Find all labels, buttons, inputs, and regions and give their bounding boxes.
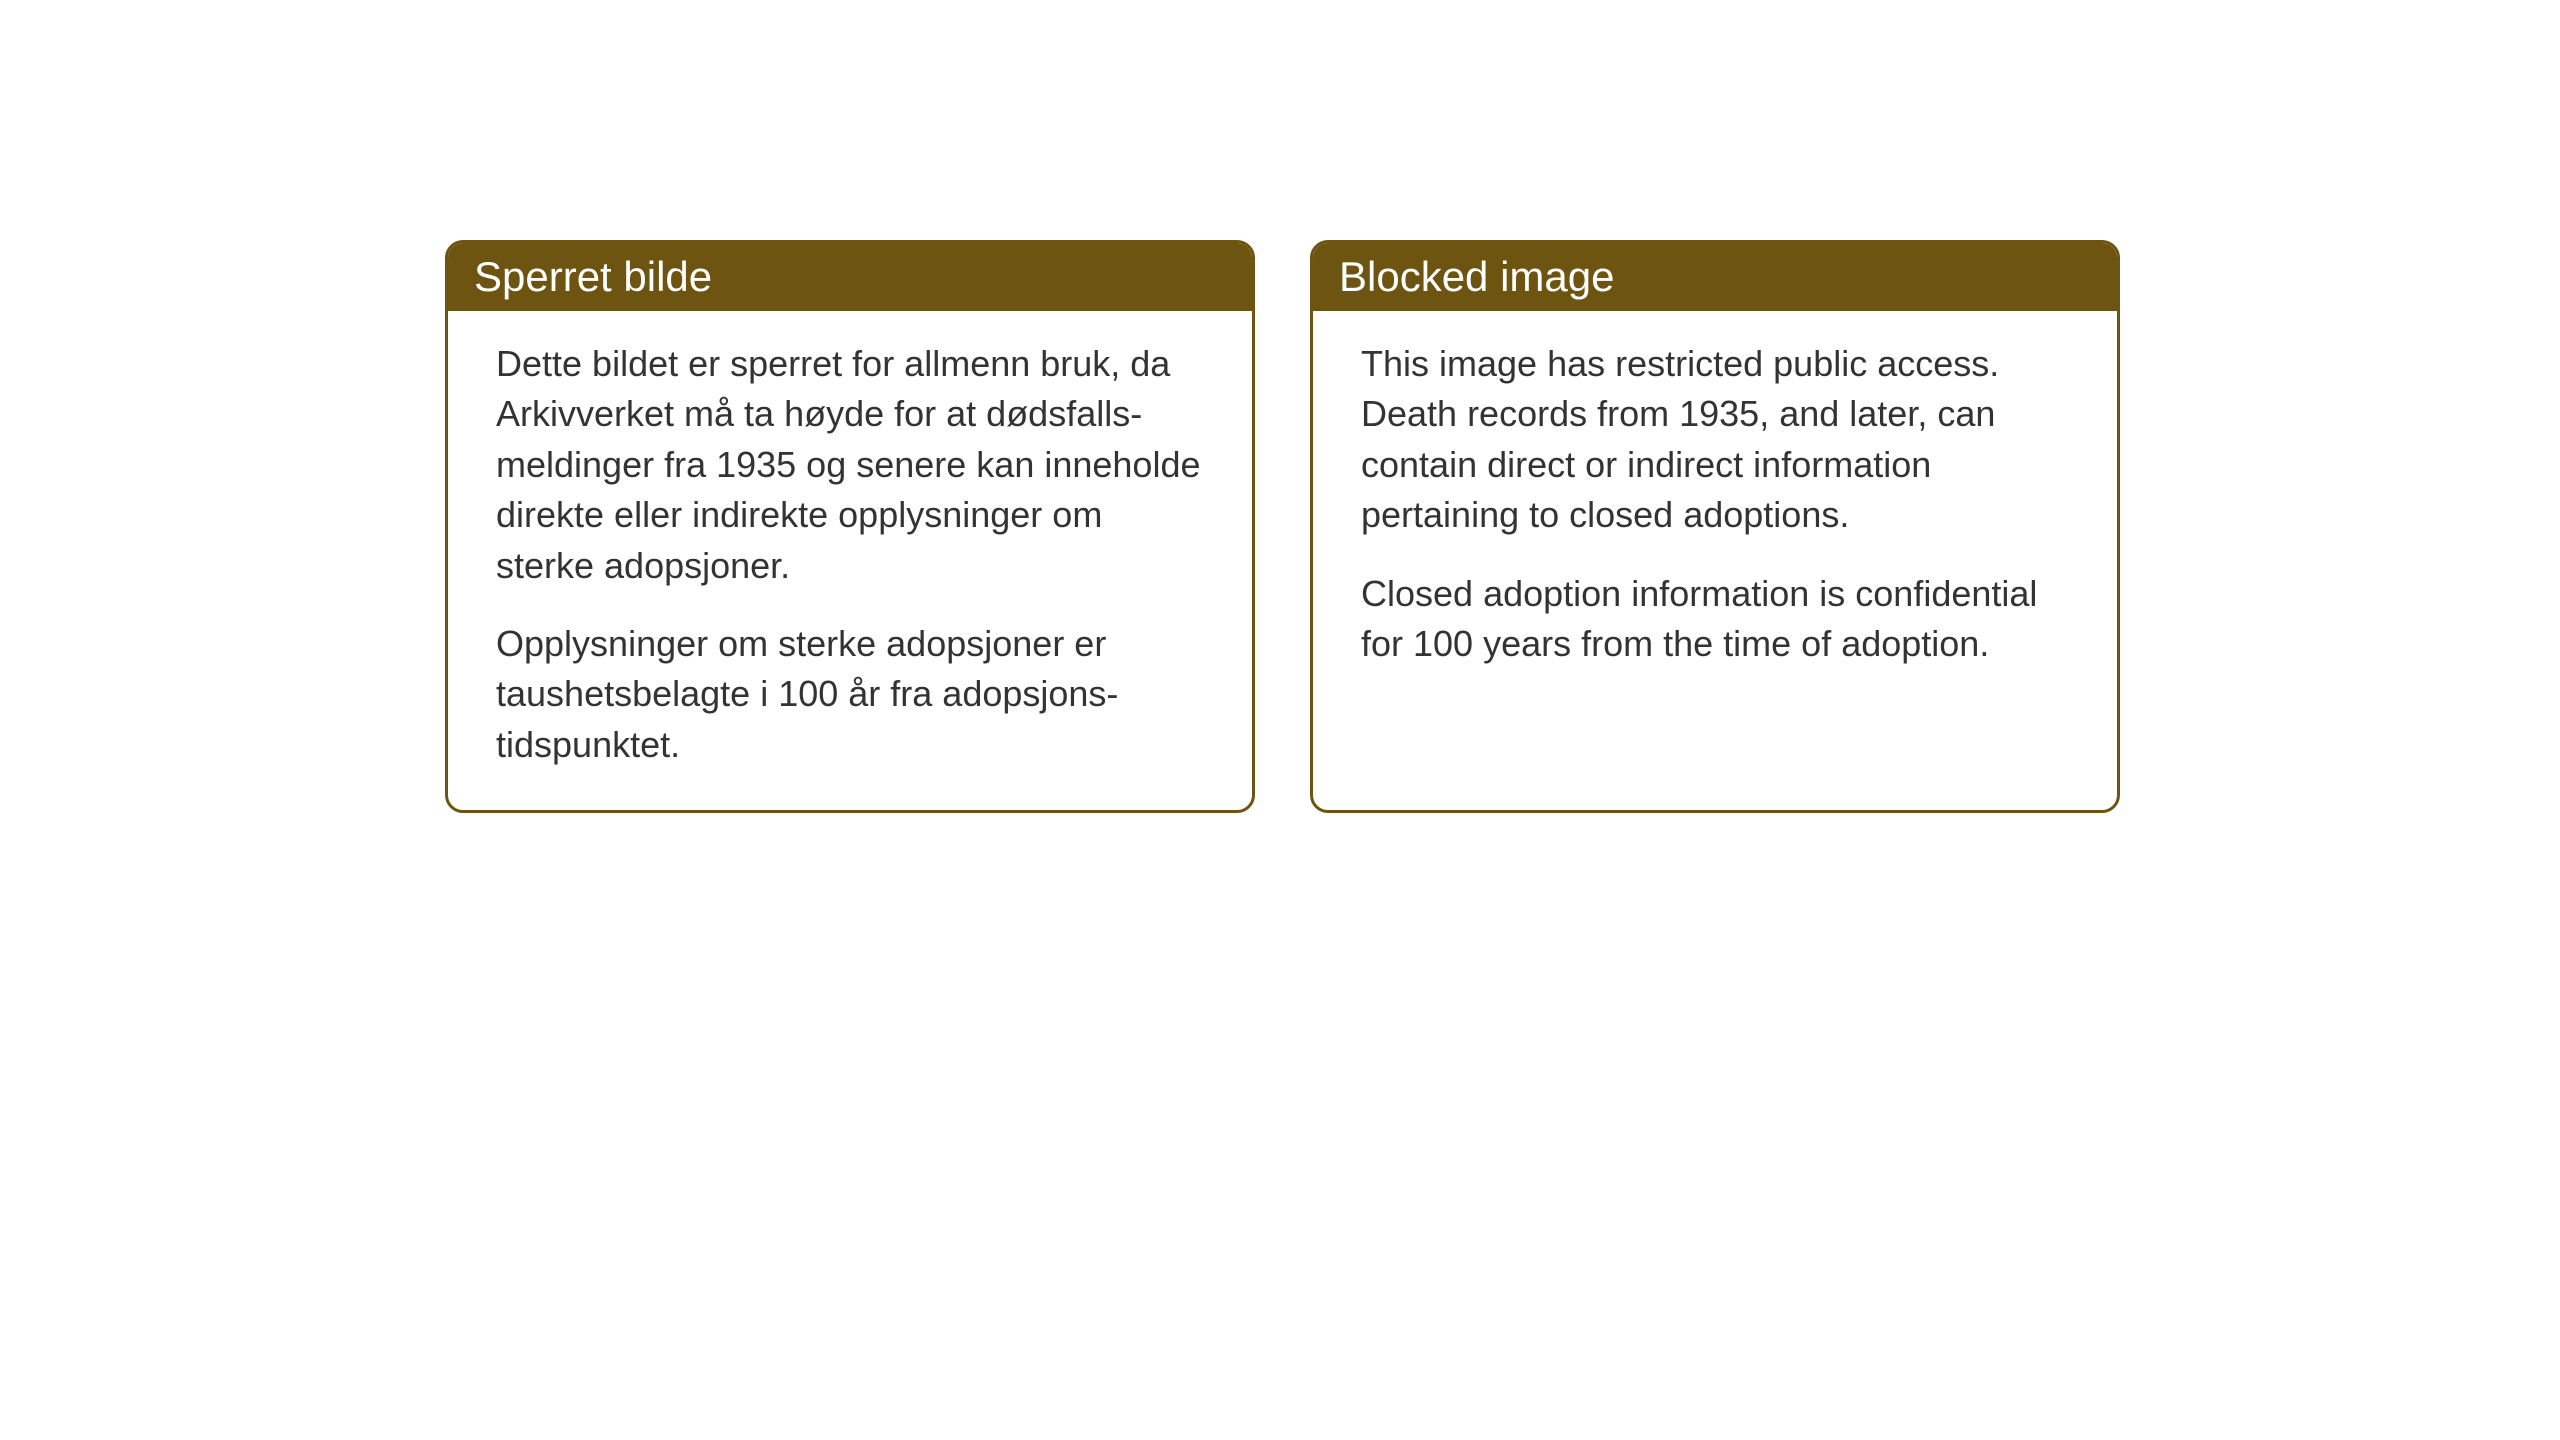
card-header-norwegian: Sperret bilde [448, 243, 1252, 311]
paragraph-text: Dette bildet er sperret for allmenn bruk… [496, 339, 1204, 591]
paragraph-text: Opplysninger om sterke adopsjoner er tau… [496, 619, 1204, 770]
notice-card-norwegian: Sperret bilde Dette bildet er sperret fo… [445, 240, 1255, 813]
notice-container: Sperret bilde Dette bildet er sperret fo… [445, 240, 2120, 813]
card-header-english: Blocked image [1313, 243, 2117, 311]
card-body-english: This image has restricted public access.… [1313, 311, 2117, 709]
paragraph-text: This image has restricted public access.… [1361, 339, 2069, 541]
paragraph-text: Closed adoption information is confident… [1361, 569, 2069, 670]
notice-card-english: Blocked image This image has restricted … [1310, 240, 2120, 813]
card-body-norwegian: Dette bildet er sperret for allmenn bruk… [448, 311, 1252, 810]
